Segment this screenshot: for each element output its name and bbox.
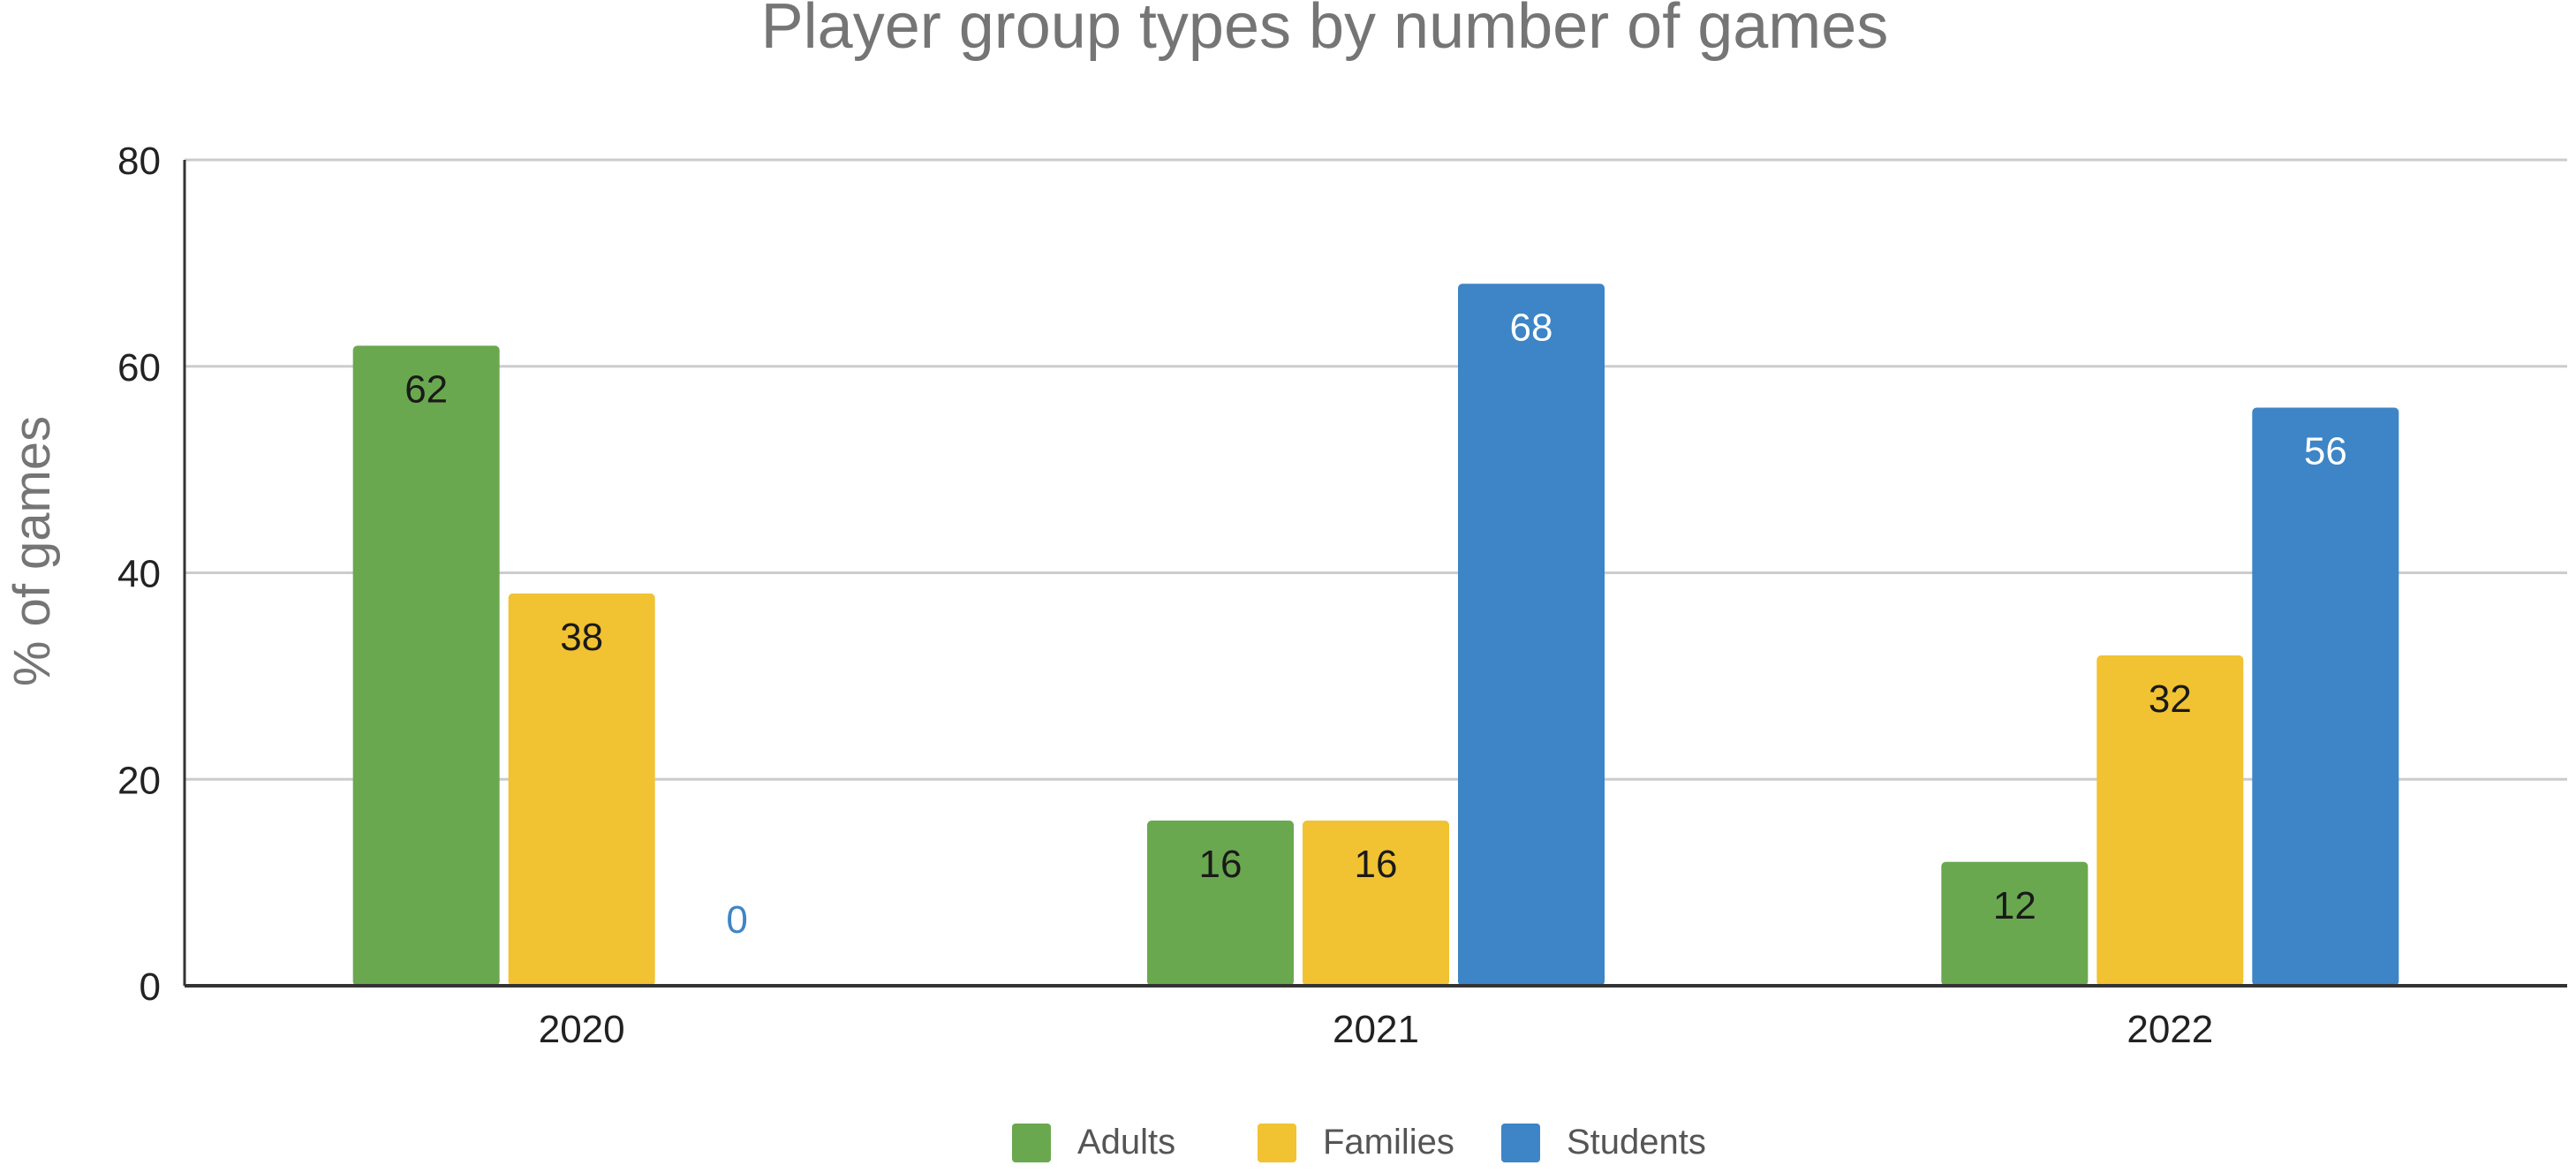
data-label: 16 <box>1199 843 1243 886</box>
bar-adults-2022 <box>1941 861 2089 986</box>
data-label: 68 <box>1510 306 1553 349</box>
x-axis-ticks: 2020 2021 2022 <box>539 1008 2214 1051</box>
bar-students-2021 <box>1458 284 1605 986</box>
bar-students-2022 <box>2252 407 2399 986</box>
data-label: 38 <box>560 616 603 659</box>
y-axis-label: % of games <box>4 416 61 686</box>
legend-label-adults: Adults <box>1077 1123 1175 1162</box>
x-tick-label: 2021 <box>1333 1008 1419 1051</box>
bar-adults-2021 <box>1147 821 1294 986</box>
legend-label-students: Students <box>1567 1123 1706 1162</box>
bar-families-2022 <box>2096 655 2244 986</box>
data-label: 16 <box>1355 843 1398 886</box>
data-label: 12 <box>1993 884 2036 927</box>
legend-swatch-students <box>1501 1124 1540 1162</box>
chart-title: Player group types by number of games <box>761 0 1889 62</box>
y-tick-label: 60 <box>117 346 161 390</box>
bars <box>352 284 2399 986</box>
axes <box>183 160 2567 988</box>
bar-families-2021 <box>1303 821 1449 986</box>
data-label: 56 <box>2304 430 2347 473</box>
legend: Adults Families Students <box>1012 1123 1706 1162</box>
y-tick-label: 0 <box>140 965 161 1009</box>
y-tick-label: 80 <box>117 140 161 183</box>
bar-families-2020 <box>508 593 655 986</box>
data-label: 32 <box>2149 677 2192 721</box>
data-label: 0 <box>726 898 747 942</box>
y-axis-ticks: 0 20 40 60 80 <box>117 140 161 1009</box>
legend-swatch-adults <box>1012 1124 1051 1162</box>
legend-label-families: Families <box>1323 1123 1454 1162</box>
data-labels: 62 38 0 16 16 68 12 32 56 <box>404 306 2347 942</box>
data-label: 62 <box>404 367 448 411</box>
y-tick-label: 20 <box>117 759 161 802</box>
bar-adults-2020 <box>352 345 500 986</box>
legend-swatch-families <box>1258 1124 1296 1162</box>
x-tick-label: 2022 <box>2127 1008 2213 1051</box>
y-tick-label: 40 <box>117 553 161 596</box>
x-tick-label: 2020 <box>539 1008 625 1051</box>
